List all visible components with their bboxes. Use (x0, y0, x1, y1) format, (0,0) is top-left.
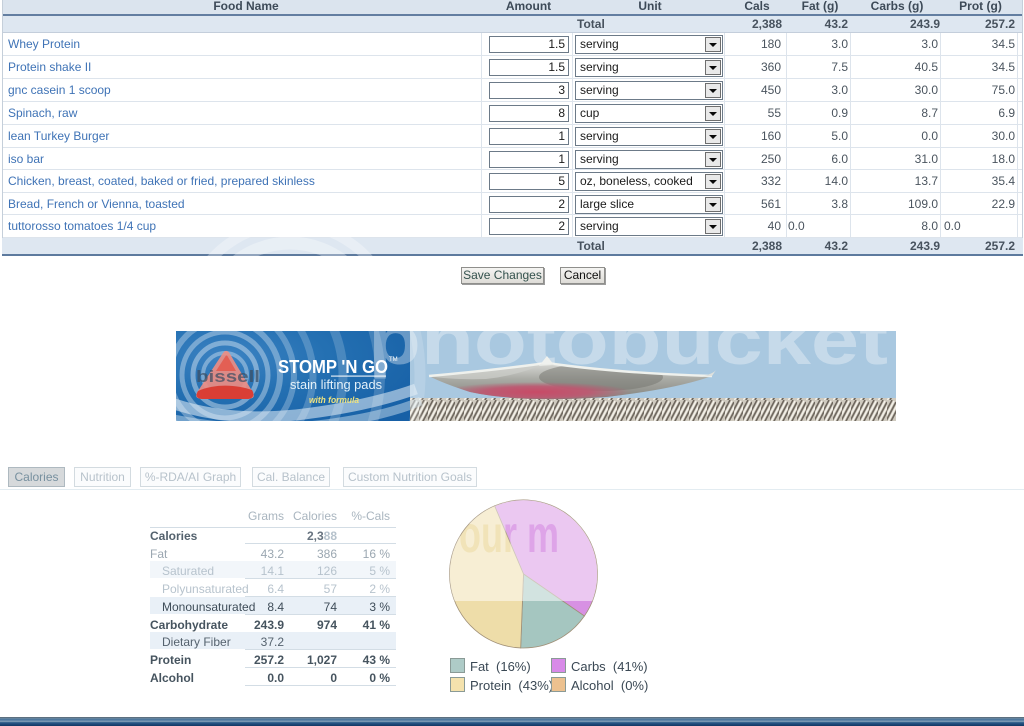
svg-text:photobucket: photobucket (368, 331, 888, 379)
svg-text:bissell: bissell (196, 367, 260, 386)
svg-text:with formula: with formula (309, 395, 359, 405)
svg-text:TM: TM (389, 357, 398, 363)
svg-text:STOMP 'N GO: STOMP 'N GO (278, 357, 388, 377)
svg-text:stain lifting pads: stain lifting pads (290, 377, 382, 392)
